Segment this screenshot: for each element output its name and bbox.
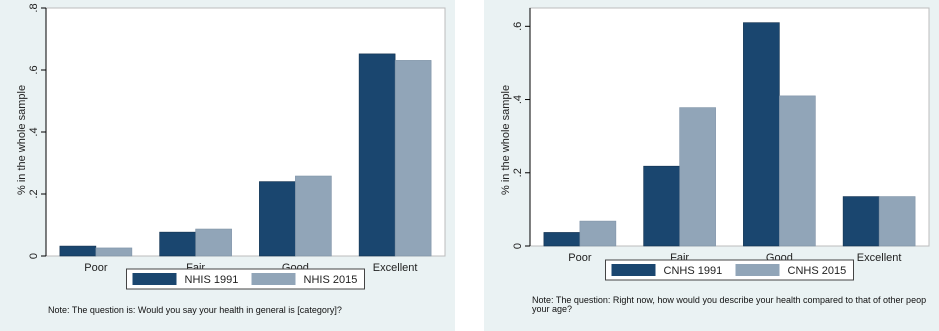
chart-panel-nhis: 0.2.4.6.8 Poor Fair Good Excellent NHIS 1991 N… xyxy=(0,0,455,331)
y-tick-label: .6 xyxy=(512,22,524,31)
legend-frame xyxy=(126,268,365,290)
legend-frame xyxy=(605,259,854,281)
x-tick-label: Excellent xyxy=(373,262,418,274)
x-tick-label: Excellent xyxy=(857,252,902,264)
bar-good-2 xyxy=(295,175,332,257)
y-axis-label: % in the whole sample xyxy=(16,84,28,195)
chart-note: Note: The question: Right now, how would… xyxy=(532,296,926,314)
bar-poor-1 xyxy=(543,232,581,247)
legend-swatch xyxy=(611,264,656,276)
bar-poor-2 xyxy=(579,220,617,247)
y-tick-label: .4 xyxy=(512,95,524,104)
bar-good-1 xyxy=(259,181,296,257)
bar-good-2 xyxy=(779,95,816,247)
y-tick-label: .2 xyxy=(512,168,524,177)
y-axis-label: % in the whole sample xyxy=(500,84,512,195)
legend-swatch xyxy=(251,273,296,285)
x-tick-label: Poor xyxy=(568,252,592,264)
chart-note: Note: The question is: Would you say you… xyxy=(48,305,342,315)
bar-excellent-2 xyxy=(394,60,432,257)
legend-swatch xyxy=(735,264,780,276)
chart-note-line-1: Note: The question: Right now, how would… xyxy=(532,295,927,305)
bar-excellent-2 xyxy=(878,196,916,247)
y-tick-label: .4 xyxy=(28,127,40,136)
y-tick-label: .2 xyxy=(28,189,40,198)
x-tick-label: Poor xyxy=(84,262,108,274)
legend-label: NHIS 1991 xyxy=(185,274,239,286)
bar-excellent-1 xyxy=(842,196,880,247)
bar-fair-1 xyxy=(643,165,680,247)
chart-panel-cnhs: 0.2.4.6 Poor Fair Good Excellent CNHS 1991 CNH… xyxy=(484,0,939,331)
y-tick-label: 0 xyxy=(28,253,40,259)
bar-good-1 xyxy=(743,22,780,247)
y-tick-label: .8 xyxy=(28,3,40,12)
legend-swatch xyxy=(132,273,177,285)
bar-fair-2 xyxy=(679,107,716,247)
bar-excellent-1 xyxy=(358,53,396,257)
legend-label: CNHS 2015 xyxy=(788,265,847,277)
bar-poor-1 xyxy=(59,245,97,257)
y-tick-label: 0 xyxy=(512,243,524,249)
bar-poor-2 xyxy=(95,247,133,257)
bar-fair-2 xyxy=(195,228,232,257)
legend: CNHS 1991 CNHS 2015 xyxy=(605,259,854,281)
chart-note-line-2: your age? xyxy=(532,304,573,314)
legend: NHIS 1991 NHIS 2015 xyxy=(126,268,365,290)
bar-fair-1 xyxy=(159,231,196,257)
legend-label: CNHS 1991 xyxy=(664,265,723,277)
y-tick-label: .6 xyxy=(28,65,40,74)
legend-label: NHIS 2015 xyxy=(304,274,358,286)
